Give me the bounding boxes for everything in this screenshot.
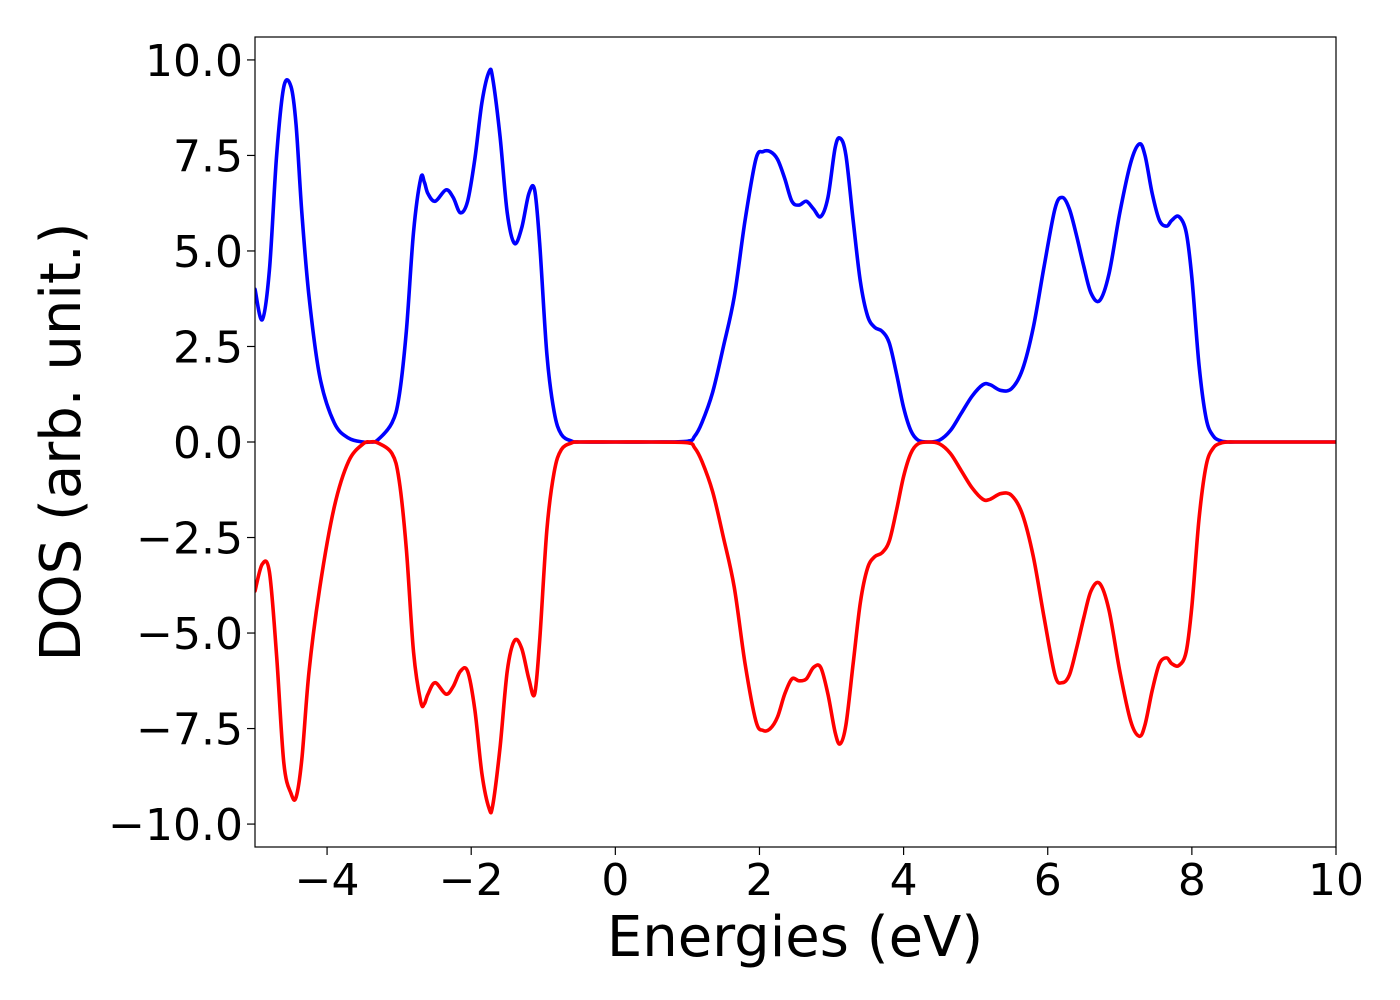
x-tick-label: 2 <box>745 855 773 906</box>
y-tick-label: −7.5 <box>136 705 243 756</box>
y-tick-label: −5.0 <box>136 609 243 660</box>
x-tick-label: 0 <box>601 855 629 906</box>
x-tick-label: 8 <box>1178 855 1206 906</box>
series-layer <box>255 67 1336 815</box>
y-tick-label: 0.0 <box>173 418 243 469</box>
x-ticks: −4 −2 0 2 4 6 8 10 <box>295 847 1364 906</box>
y-tick-label: 10.0 <box>145 36 243 87</box>
x-tick-label: −2 <box>439 855 504 906</box>
x-axis-title: Energies (eV) <box>607 905 983 970</box>
x-tick-label: 4 <box>890 855 918 906</box>
series-line-blue <box>255 67 1336 445</box>
y-tick-label: 2.5 <box>173 322 243 373</box>
x-tick-label: 10 <box>1308 855 1364 906</box>
x-tick-label: 6 <box>1034 855 1062 906</box>
x-tick-label: −4 <box>295 855 360 906</box>
y-tick-label: 5.0 <box>173 227 243 278</box>
y-tick-label: −10.0 <box>108 800 243 851</box>
y-tick-label: −2.5 <box>136 514 243 565</box>
plot-frame <box>254 36 1337 848</box>
series-line-red <box>255 439 1336 815</box>
y-axis-title: DOS (arb. unit.) <box>29 222 94 661</box>
y-tick-label: 7.5 <box>173 131 243 182</box>
y-ticks: 10.0 7.5 5.0 2.5 0.0 −2.5 −5.0 −7.5 −10.0 <box>108 36 255 851</box>
